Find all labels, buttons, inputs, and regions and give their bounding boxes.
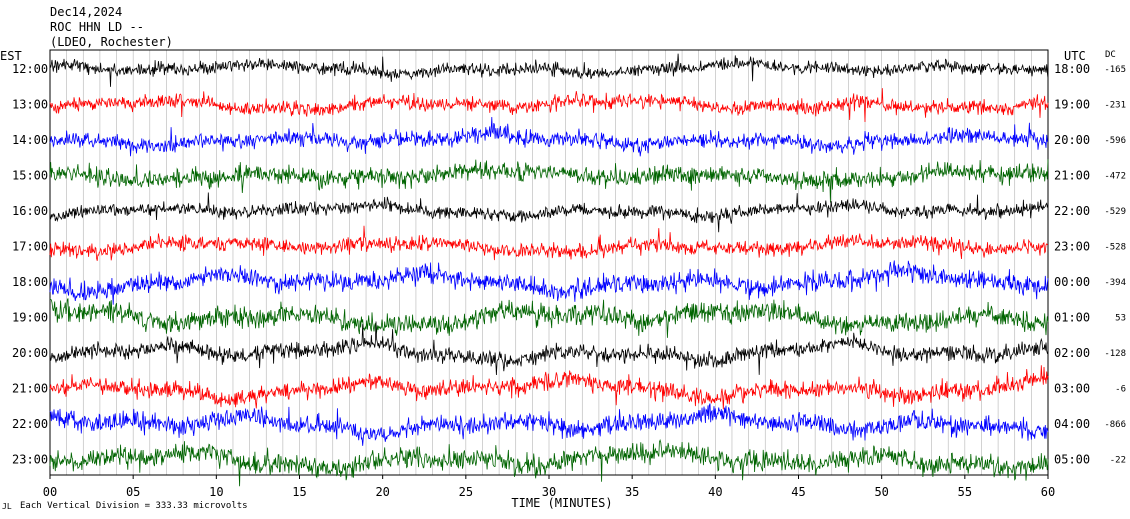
utc-hour-label: 04:00 <box>1054 417 1090 431</box>
x-tick-label: 55 <box>958 485 972 499</box>
dc-offset-label: -394 <box>1104 278 1126 288</box>
seismogram-trace <box>49 116 1049 157</box>
dc-offset-label: -596 <box>1104 136 1126 146</box>
utc-hour-label: 19:00 <box>1054 98 1090 112</box>
dc-label: DC <box>1105 50 1116 60</box>
x-tick-label: 05 <box>126 485 140 499</box>
utc-hour-label: 05:00 <box>1054 453 1090 467</box>
seismogram-trace <box>49 192 1049 233</box>
utc-hour-label: 20:00 <box>1054 133 1090 147</box>
est-hour-label: 17:00 <box>12 240 48 254</box>
header-network: (LDEO, Rochester) <box>50 35 173 49</box>
seismogram-trace <box>49 403 1049 446</box>
x-tick-label: 00 <box>43 485 57 499</box>
x-tick-label: 25 <box>459 485 473 499</box>
est-hour-label: 22:00 <box>12 417 48 431</box>
dc-offset-label: -231 <box>1104 101 1126 111</box>
dc-offset-label: -128 <box>1104 349 1126 359</box>
dc-offset-label: -528 <box>1104 243 1126 253</box>
est-hour-label: 15:00 <box>12 169 48 183</box>
utc-hour-label: 18:00 <box>1054 62 1090 76</box>
seismogram-trace <box>49 88 1049 123</box>
dc-offset-label: -22 <box>1110 456 1126 466</box>
est-hour-label: 14:00 <box>12 133 48 147</box>
dc-offset-label: 53 <box>1115 314 1126 324</box>
est-hour-label: 16:00 <box>12 204 48 218</box>
seismogram-trace <box>49 225 1049 261</box>
x-tick-label: 60 <box>1041 485 1055 499</box>
x-tick-label: 45 <box>791 485 805 499</box>
x-tick-labels: 00 05 10 15 20 25 30 35 40 45 50 55 60 <box>43 475 1055 499</box>
est-hour-label: 20:00 <box>12 346 48 360</box>
dc-offset-label: -866 <box>1104 420 1126 430</box>
est-hour-label: 13:00 <box>12 98 48 112</box>
utc-hour-label: 00:00 <box>1054 275 1090 289</box>
seismogram-trace <box>49 365 1049 410</box>
dc-offset-label: -6 <box>1115 385 1126 395</box>
utc-hour-label: 21:00 <box>1054 169 1090 183</box>
est-hour-label: 23:00 <box>12 453 48 467</box>
x-tick-label: 20 <box>375 485 389 499</box>
est-hour-labels: 12:00 13:00 14:00 15:00 16:00 17:00 18:00 19:00… <box>12 62 48 467</box>
header-date: Dec14,2024 <box>50 5 122 19</box>
est-hour-label: 12:00 <box>12 62 48 76</box>
x-tick-label: 40 <box>708 485 722 499</box>
header-station: ROC HHN LD -- <box>50 20 144 34</box>
dc-offset-labels: -165 -231 -596 -472 -529 -528 -394 53 -128 -6 -866… <box>1104 65 1126 466</box>
utc-hour-label: 03:00 <box>1054 382 1090 396</box>
seismogram-trace <box>49 321 1049 376</box>
x-tick-label: 50 <box>874 485 888 499</box>
x-tick-label: 15 <box>292 485 306 499</box>
dc-offset-label: -472 <box>1104 172 1126 182</box>
est-hour-label: 21:00 <box>12 382 48 396</box>
seismogram-trace <box>49 159 1049 203</box>
utc-hour-label: 22:00 <box>1054 204 1090 218</box>
corner-mark: JL <box>2 502 12 511</box>
left-zone-label: EST <box>0 49 22 63</box>
seismogram-traces <box>49 53 1049 487</box>
x-tick-label: 35 <box>625 485 639 499</box>
dc-offset-label: -529 <box>1104 207 1126 217</box>
seismogram-trace <box>49 298 1049 338</box>
right-zone-label: UTC <box>1064 49 1086 63</box>
utc-hour-label: 02:00 <box>1054 346 1090 360</box>
x-tick-label: 10 <box>209 485 223 499</box>
est-hour-label: 18:00 <box>12 275 48 289</box>
scale-note: Each Vertical Division = 333.33 microvol… <box>20 501 248 511</box>
minute-gridlines <box>66 50 1032 475</box>
est-hour-label: 19:00 <box>12 311 48 325</box>
utc-hour-label: 23:00 <box>1054 240 1090 254</box>
seismogram-trace <box>49 260 1049 305</box>
dc-offset-label: -165 <box>1104 65 1126 75</box>
utc-hour-labels: 18:00 19:00 20:00 21:00 22:00 23:00 00:00 01:00… <box>1054 62 1090 467</box>
x-axis-label: TIME (MINUTES) <box>511 496 612 510</box>
utc-hour-label: 01:00 <box>1054 311 1090 325</box>
seismogram-trace <box>49 439 1049 487</box>
seismogram-trace <box>49 53 1049 87</box>
x-tick-label: 30 <box>542 485 556 499</box>
